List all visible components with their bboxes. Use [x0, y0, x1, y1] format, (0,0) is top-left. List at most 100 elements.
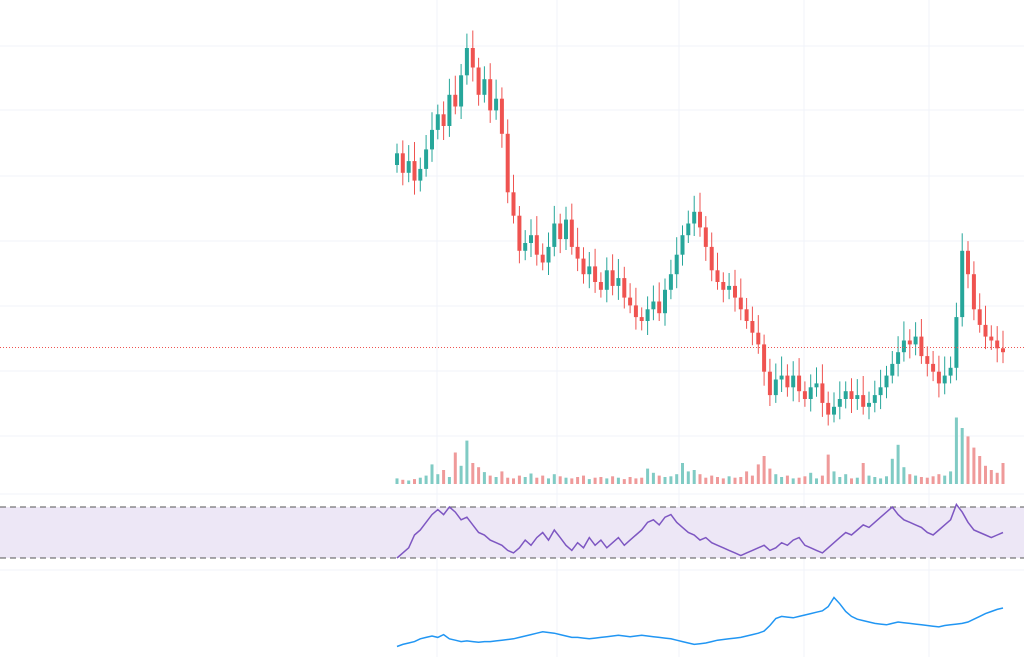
candle-body	[715, 270, 720, 282]
volume-bar	[669, 476, 673, 484]
volume-bar	[803, 476, 807, 484]
candle-body	[639, 317, 644, 321]
candle-body	[674, 254, 679, 275]
candle-body	[733, 285, 737, 298]
candle-body	[960, 250, 965, 318]
volume-bar	[745, 471, 749, 484]
candle-body	[814, 383, 819, 388]
candle-body	[919, 336, 924, 357]
candle-body	[837, 399, 842, 407]
candle-body	[762, 344, 767, 372]
candle-body	[494, 98, 499, 111]
volume-bar	[424, 475, 428, 484]
volume-bar	[547, 478, 550, 484]
volume-bar	[785, 475, 789, 484]
candle-body	[925, 356, 930, 364]
volume-bar	[768, 468, 772, 484]
volume-bar	[914, 475, 918, 484]
candle-body	[977, 309, 982, 325]
candle-body	[441, 114, 446, 126]
candle-body	[657, 301, 662, 314]
volume-bar	[564, 477, 568, 484]
candle-body	[954, 317, 959, 368]
candle-body	[581, 258, 586, 275]
volume-bar	[739, 477, 743, 484]
volume-bar	[885, 476, 888, 484]
candle-body	[558, 223, 563, 240]
volume-bar	[716, 477, 719, 484]
indicator2-line	[396, 596, 1004, 648]
volume-bar	[931, 476, 935, 484]
candle-body	[488, 79, 493, 111]
candle-body	[534, 235, 539, 255]
candle-body	[453, 94, 458, 107]
candle-body	[931, 363, 936, 372]
candle-body	[738, 297, 743, 310]
volume-bar	[815, 478, 818, 484]
candle-body	[633, 305, 638, 318]
candle-body	[505, 133, 510, 193]
candle-body	[418, 168, 423, 181]
volume-bar	[512, 478, 515, 484]
volume-bar	[780, 477, 784, 484]
candle-body	[779, 375, 784, 380]
candle-body	[767, 371, 772, 396]
candle-body	[832, 406, 836, 415]
candle-body	[464, 48, 469, 76]
volume-bar	[418, 477, 422, 484]
candle-body	[564, 219, 568, 240]
volume-bar	[972, 447, 976, 484]
candle-body	[750, 321, 755, 333]
candle-body	[598, 282, 603, 290]
candle-body	[989, 336, 994, 341]
candle-body	[610, 270, 615, 286]
volume-bar	[820, 475, 824, 484]
volume-bar	[984, 465, 987, 484]
candle-body	[756, 332, 761, 345]
candle-body	[820, 383, 825, 403]
candle-body	[703, 227, 708, 247]
volume-bar	[704, 477, 708, 484]
volume-bar	[541, 475, 545, 484]
candle-body	[435, 114, 440, 130]
rsi-line	[396, 502, 1004, 559]
candle-body	[802, 391, 807, 399]
volume-bar	[453, 452, 457, 484]
volume-bar	[447, 477, 451, 484]
volume-bar	[523, 477, 527, 484]
volume-bar	[989, 470, 993, 484]
candle-body	[470, 48, 475, 68]
candle-body	[744, 309, 749, 321]
candle-body	[406, 161, 411, 173]
volume-bar	[978, 456, 982, 484]
volume-bar	[919, 477, 923, 484]
rsi-band	[0, 507, 1024, 558]
volume-bar	[1001, 463, 1005, 484]
volume-bar	[517, 475, 521, 484]
candle-body	[995, 340, 1000, 349]
candle-body	[826, 402, 831, 415]
candle-body	[628, 297, 633, 306]
candle-body	[499, 98, 504, 134]
candle-body	[983, 324, 988, 337]
volume-bar	[925, 477, 929, 484]
volume-bar	[879, 478, 883, 484]
volume-bar	[488, 475, 492, 484]
candle-body	[791, 375, 796, 388]
candle-body	[942, 375, 947, 384]
volume-bar	[506, 477, 510, 484]
volume-bar	[896, 444, 900, 484]
candle-body	[1001, 348, 1005, 353]
volume-bar	[599, 477, 603, 484]
volume-bar	[698, 474, 702, 484]
volume-bar	[413, 479, 416, 484]
candle-body	[517, 215, 522, 251]
volume-bar	[838, 477, 842, 484]
candle-body	[785, 375, 790, 388]
volume-bar	[634, 478, 638, 484]
volume-bar	[395, 478, 399, 484]
candle-body	[546, 246, 551, 263]
candle-body	[645, 309, 650, 321]
